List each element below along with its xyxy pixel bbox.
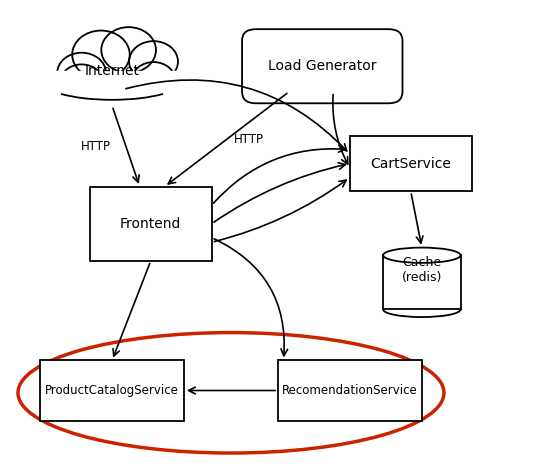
FancyBboxPatch shape [278, 360, 422, 421]
Text: Internet: Internet [85, 64, 140, 78]
Text: CartService: CartService [370, 157, 451, 171]
FancyBboxPatch shape [90, 187, 212, 261]
FancyBboxPatch shape [40, 360, 184, 421]
Circle shape [132, 62, 175, 98]
Circle shape [60, 64, 103, 101]
Text: HTTP: HTTP [234, 133, 264, 146]
Bar [37, 71, 187, 103]
Text: RecomendationService: RecomendationService [282, 384, 418, 397]
Circle shape [101, 27, 156, 73]
Text: Cache
(redis): Cache (redis) [401, 256, 442, 284]
Text: ProductCatalogService: ProductCatalogService [45, 384, 179, 397]
FancyBboxPatch shape [350, 136, 471, 192]
Ellipse shape [383, 247, 460, 263]
Text: HTTP: HTTP [81, 140, 111, 153]
Circle shape [57, 53, 106, 94]
Text: Frontend: Frontend [120, 217, 181, 231]
Text: Load Generator: Load Generator [268, 59, 376, 73]
Circle shape [72, 31, 130, 79]
Bar [383, 255, 460, 309]
FancyBboxPatch shape [242, 29, 403, 103]
Circle shape [129, 41, 178, 82]
